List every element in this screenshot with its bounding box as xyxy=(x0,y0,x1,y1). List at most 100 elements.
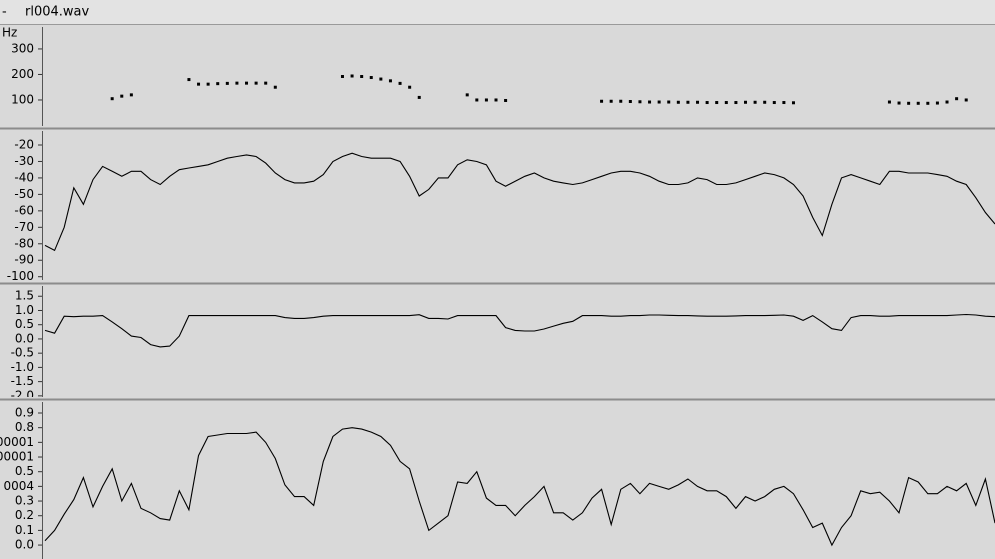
file-name: rl004.wav xyxy=(25,5,90,20)
y-tick-label: 0.8 xyxy=(15,420,34,434)
y-tick-label: 0.5 xyxy=(15,317,34,331)
pitch-point xyxy=(273,85,277,89)
y-tick-label: -70 xyxy=(14,220,34,234)
pitch-point xyxy=(225,81,229,85)
pitch-point xyxy=(187,78,191,82)
pitch-point xyxy=(408,85,412,89)
pitch-point xyxy=(254,81,258,85)
pitch-point xyxy=(465,93,469,97)
pitch-point xyxy=(398,81,402,85)
title-bar xyxy=(0,0,995,24)
unit-label: Hz xyxy=(2,26,17,40)
y-tick-label: 1.0 xyxy=(15,303,34,317)
pitch-point xyxy=(734,101,738,105)
pitch-point xyxy=(955,97,959,101)
pitch-point xyxy=(744,100,748,104)
pitch-point xyxy=(340,75,344,78)
y-tick-label: 0.2 xyxy=(15,508,34,522)
pitch-point xyxy=(916,101,920,105)
y-tick-label: -2.0 xyxy=(11,388,34,402)
y-tick-label: 0.0 xyxy=(15,538,34,552)
y-tick-label: 0004 xyxy=(3,479,34,493)
menu-button[interactable]: - xyxy=(2,5,7,20)
pitch-point xyxy=(206,82,210,86)
y-tick-label: 200 xyxy=(11,67,34,81)
y-tick-label: -1.0 xyxy=(11,360,34,374)
pitch-point xyxy=(945,100,949,104)
y-tick-label: -40 xyxy=(14,170,34,184)
y-tick-label: 0.0 xyxy=(15,331,34,345)
pitch-point xyxy=(475,98,479,102)
pitch-point xyxy=(657,100,661,104)
pitch-point xyxy=(935,101,939,105)
y-tick-label: -1.5 xyxy=(11,374,34,388)
y-tick-label: -0.5 xyxy=(11,346,34,360)
pitch-point xyxy=(379,77,383,81)
pitch-point xyxy=(388,79,392,83)
y-tick-label: 300 xyxy=(11,41,34,55)
y-tick-label: -90 xyxy=(14,253,34,267)
pitch-point xyxy=(763,100,767,104)
y-tick-label: 0.9 xyxy=(15,406,34,420)
y-tick-label: -20 xyxy=(14,137,34,151)
y-tick-label: -60 xyxy=(14,203,34,217)
panel: -20 -30 -40 -50 -60 -70 -80 -90 -100 xyxy=(7,131,995,283)
pitch-point xyxy=(705,101,709,105)
pitch-point xyxy=(494,98,498,102)
pitch-point xyxy=(667,100,671,104)
y-tick-label: -30 xyxy=(14,154,34,168)
contour-line xyxy=(44,313,995,348)
pitch-point xyxy=(676,100,680,104)
pitch-point xyxy=(964,98,968,102)
pitch-point xyxy=(600,99,604,103)
pitch-point xyxy=(264,81,268,85)
contour-line xyxy=(44,427,995,547)
pitch-point xyxy=(724,101,728,105)
pitch-point xyxy=(245,81,249,85)
pitch-point xyxy=(216,82,220,86)
pitch-point xyxy=(638,100,642,104)
pitch-point xyxy=(484,98,488,102)
pitch-point xyxy=(696,100,700,104)
pitch-point xyxy=(120,94,124,98)
y-tick-label: 0.1 xyxy=(15,523,34,537)
pitch-point xyxy=(628,100,632,104)
pitch-point xyxy=(648,100,652,104)
y-tick-label: 100 xyxy=(11,92,34,106)
pitch-point xyxy=(772,101,776,105)
pitch-point xyxy=(686,100,690,104)
y-tick-label: -50 xyxy=(14,187,34,201)
pitch-point xyxy=(887,100,891,104)
pitch-point xyxy=(791,101,795,105)
pitch-point xyxy=(926,101,930,105)
pitch-point xyxy=(619,99,623,103)
pitch-point xyxy=(907,101,911,105)
y-tick-label: 0.3 xyxy=(15,494,34,508)
panel: 1.51.00.50.0-0.5-1.0-1.5-2.0 xyxy=(11,286,995,402)
pitch-point xyxy=(782,101,786,105)
pitch-point xyxy=(715,101,719,105)
pitch-point xyxy=(369,76,373,80)
pitch-point xyxy=(129,93,133,97)
y-tick-label: 1.5 xyxy=(15,289,34,303)
pitch-point xyxy=(360,75,364,78)
y-tick-label: -80 xyxy=(14,236,34,250)
contour-line xyxy=(44,152,995,252)
pitch-point xyxy=(110,97,114,101)
y-tick-label: 00001 xyxy=(0,450,34,464)
y-tick-label: -100 xyxy=(7,269,34,283)
pitch-point xyxy=(417,95,421,99)
pitch-point xyxy=(235,81,239,85)
pitch-point xyxy=(197,82,201,86)
pitch-point xyxy=(897,101,901,105)
y-tick-label: 00001 xyxy=(0,435,34,449)
pitch-point xyxy=(504,98,508,102)
y-tick-label: 0.5 xyxy=(15,464,34,478)
pitch-point xyxy=(753,100,757,104)
pitch-point xyxy=(609,99,613,103)
pitch-point xyxy=(350,74,354,78)
